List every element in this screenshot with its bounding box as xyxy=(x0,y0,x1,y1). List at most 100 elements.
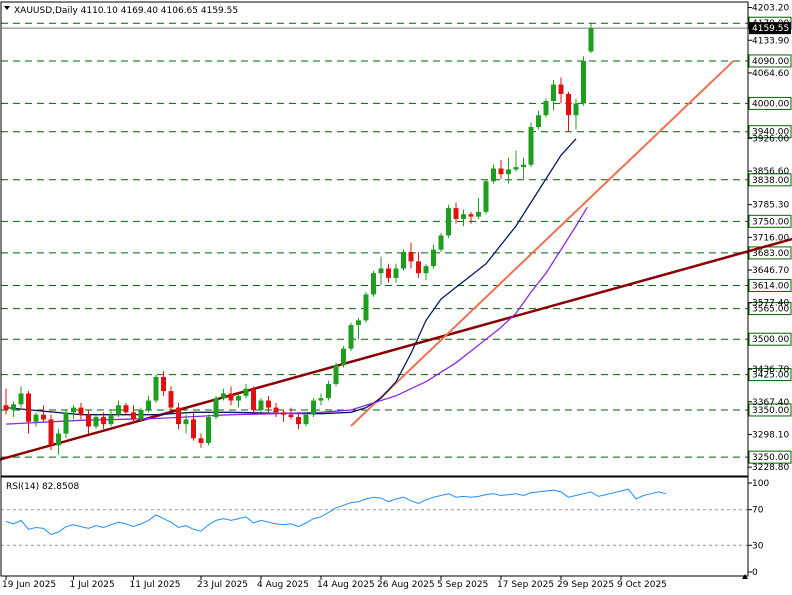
candle-body xyxy=(56,433,61,446)
candle xyxy=(318,393,324,406)
y-tick-label: 3856.60 xyxy=(752,167,789,177)
candle xyxy=(386,263,391,283)
y-tick-label: 3716.00 xyxy=(752,233,789,243)
y-tick-label: 4133.90 xyxy=(752,36,789,46)
rsi-grid: 100 70 30 0 xyxy=(1,479,769,578)
candle xyxy=(86,409,91,434)
level-label-box xyxy=(748,450,792,464)
candle-body xyxy=(461,214,466,219)
candle-body xyxy=(11,404,16,410)
candle-body xyxy=(528,126,534,165)
candle-body xyxy=(498,168,504,175)
candle xyxy=(521,157,526,179)
candle-body xyxy=(311,400,316,415)
candle xyxy=(281,409,286,422)
rsi-panel[interactable]: 100 70 30 0 xyxy=(1,479,769,578)
x-tick-label: 17 Sep 2025 xyxy=(497,580,554,590)
rsi-polyline xyxy=(5,488,667,536)
candle-body xyxy=(243,388,249,396)
candle xyxy=(461,209,466,227)
candle-body xyxy=(468,214,474,217)
candle-body xyxy=(71,407,76,413)
candle-body xyxy=(86,414,91,427)
candle-body xyxy=(333,365,339,385)
candle xyxy=(438,233,444,252)
candle xyxy=(266,395,271,413)
candle-body xyxy=(48,419,54,446)
candle-body xyxy=(438,235,444,250)
candle-body xyxy=(213,398,219,418)
x-tick-label: 19 Jun 2025 xyxy=(2,580,56,590)
candlesticks[interactable] xyxy=(3,23,594,455)
chevron-down-icon[interactable] xyxy=(4,6,10,10)
level-label-box xyxy=(748,54,792,68)
symbol-ohlc-header: XAUUSD,Daily 4110.10 4169.40 4106.65 415… xyxy=(14,6,238,16)
trendlines[interactable] xyxy=(0,60,792,470)
candle xyxy=(423,263,429,281)
candle xyxy=(3,388,9,415)
candle-body xyxy=(341,348,346,366)
level-label: 3425.00 xyxy=(752,371,789,381)
scroll-marker-icon xyxy=(742,574,748,579)
candle-body xyxy=(483,181,489,212)
candle xyxy=(236,393,241,408)
level-label: 3940.00 xyxy=(752,128,789,138)
candle xyxy=(431,244,436,269)
candle xyxy=(288,407,294,420)
level-label: 3350.00 xyxy=(752,406,789,416)
y-tick-label: 3228.80 xyxy=(752,463,789,473)
level-label: 4000.00 xyxy=(752,99,789,109)
price-panel[interactable]: 4170.004090.004000.003940.003838.003750.… xyxy=(0,16,792,470)
candle xyxy=(536,110,541,130)
candle-body xyxy=(356,320,361,326)
level-label-box xyxy=(748,246,792,260)
candle xyxy=(18,386,24,408)
candle xyxy=(453,202,459,224)
level-label-box xyxy=(748,278,792,292)
candle-body xyxy=(326,384,331,399)
candle-body xyxy=(513,167,519,170)
candle-body xyxy=(588,28,594,52)
candle xyxy=(138,407,144,422)
candle-body xyxy=(116,405,121,415)
candle xyxy=(401,249,406,271)
candle-body xyxy=(371,273,376,295)
candle-body xyxy=(153,376,159,401)
candle-body xyxy=(206,417,211,443)
candle-body xyxy=(401,251,406,269)
candle xyxy=(393,263,399,283)
candle xyxy=(101,412,106,429)
candle xyxy=(416,251,421,278)
rsi-label: RSI(14) 82.8508 xyxy=(6,482,79,492)
candle xyxy=(161,371,166,396)
candle-body xyxy=(198,438,204,443)
level-label-box xyxy=(748,96,792,110)
candle-body xyxy=(378,268,384,274)
candle xyxy=(168,386,174,410)
candle-body xyxy=(108,414,114,425)
candle-body xyxy=(176,407,181,425)
candle-body xyxy=(236,395,241,401)
candle xyxy=(446,204,451,238)
candle xyxy=(11,401,16,418)
candle xyxy=(408,242,414,269)
candle xyxy=(183,414,189,434)
candle-body xyxy=(168,391,174,408)
y-tick-label: 3367.40 xyxy=(752,398,789,408)
candle xyxy=(573,98,579,130)
candle-body xyxy=(506,169,511,175)
candle xyxy=(476,197,481,219)
x-tick-label: 9 Oct 2025 xyxy=(617,580,667,590)
level-label: 3565.00 xyxy=(752,305,789,315)
candle-body xyxy=(183,419,189,425)
support-resistance-levels: 4170.004090.004000.003940.003838.003750.… xyxy=(1,16,792,464)
x-tick-label: 26 Aug 2025 xyxy=(377,580,435,590)
candle-body xyxy=(408,251,414,262)
level-label-box xyxy=(748,173,792,187)
candle xyxy=(56,428,61,455)
candle xyxy=(341,346,346,368)
candle-body xyxy=(3,405,9,410)
candle-body xyxy=(18,393,24,405)
candle-body xyxy=(101,417,106,425)
